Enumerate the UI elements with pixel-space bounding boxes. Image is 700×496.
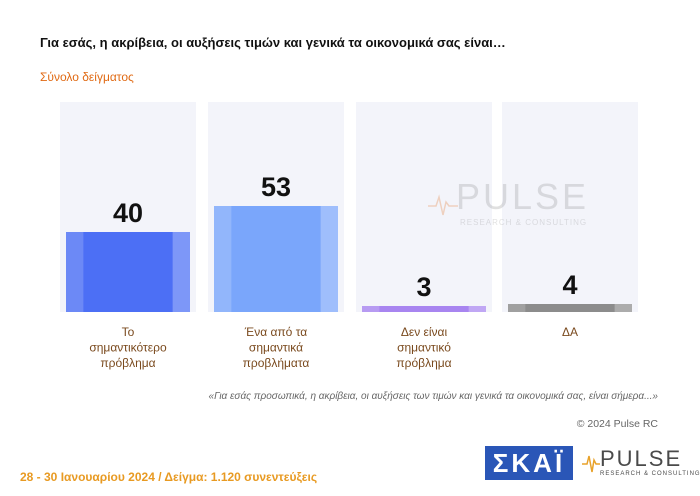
category-label-3-line-1: Δεν είναι — [401, 325, 448, 339]
data-label-1: 40 — [113, 198, 143, 228]
data-label-4: 4 — [562, 270, 577, 300]
question-quote: «Για εσάς προσωπικά, η ακρίβεια, οι αυξή… — [208, 391, 658, 402]
bar-3 — [362, 306, 486, 312]
category-label-1-line-1: Το — [122, 325, 135, 339]
bar-2-shade-left — [214, 206, 232, 312]
bar-3-shade-left — [362, 306, 380, 312]
bar-4-shade-right — [614, 304, 632, 312]
data-label-2: 53 — [261, 172, 291, 202]
category-label-4-line-1: ΔΑ — [562, 325, 578, 339]
category-label-2-line-1: Ένα από τα — [244, 325, 307, 339]
pulse-watermark: PULSE RESEARCH & CONSULTING — [428, 176, 598, 236]
bar-2 — [214, 206, 338, 312]
bar-4 — [508, 304, 632, 312]
bar-1 — [66, 232, 190, 312]
category-label-2-line-3: προβλήματα — [243, 356, 310, 370]
chart-title: Για εσάς, η ακρίβεια, οι αυξήσεις τιμών … — [40, 35, 506, 50]
bar-4-shade-left — [508, 304, 526, 312]
pulse-logo: PULSE RESEARCH & CONSULTING — [582, 446, 700, 482]
bar-panel-3 — [356, 102, 492, 312]
survey-footer: 28 - 30 Ιανουαρίου 2024 / Δείγμα: 1.120 … — [20, 470, 318, 484]
bar-1-shade-right — [172, 232, 190, 312]
bar-panel-4 — [502, 102, 638, 312]
category-label-3-line-3: πρόβλημα — [396, 356, 451, 370]
category-label-3-line-2: σημαντικό — [397, 341, 451, 355]
skai-logo: ΣΚΑΪ — [485, 446, 573, 480]
category-label-2-line-2: σημαντικά — [249, 341, 303, 355]
data-label-3: 3 — [416, 272, 431, 302]
category-label-1-line-2: σημαντικότερο — [89, 341, 167, 355]
bar-2-shade-right — [320, 206, 338, 312]
copyright: © 2024 Pulse RC — [576, 418, 658, 430]
chart-subtitle: Σύνολο δείγματος — [40, 70, 134, 84]
category-label-1-line-3: πρόβλημα — [100, 356, 155, 370]
bar-1-shade-left — [66, 232, 84, 312]
bar-3-shade-right — [468, 306, 486, 312]
